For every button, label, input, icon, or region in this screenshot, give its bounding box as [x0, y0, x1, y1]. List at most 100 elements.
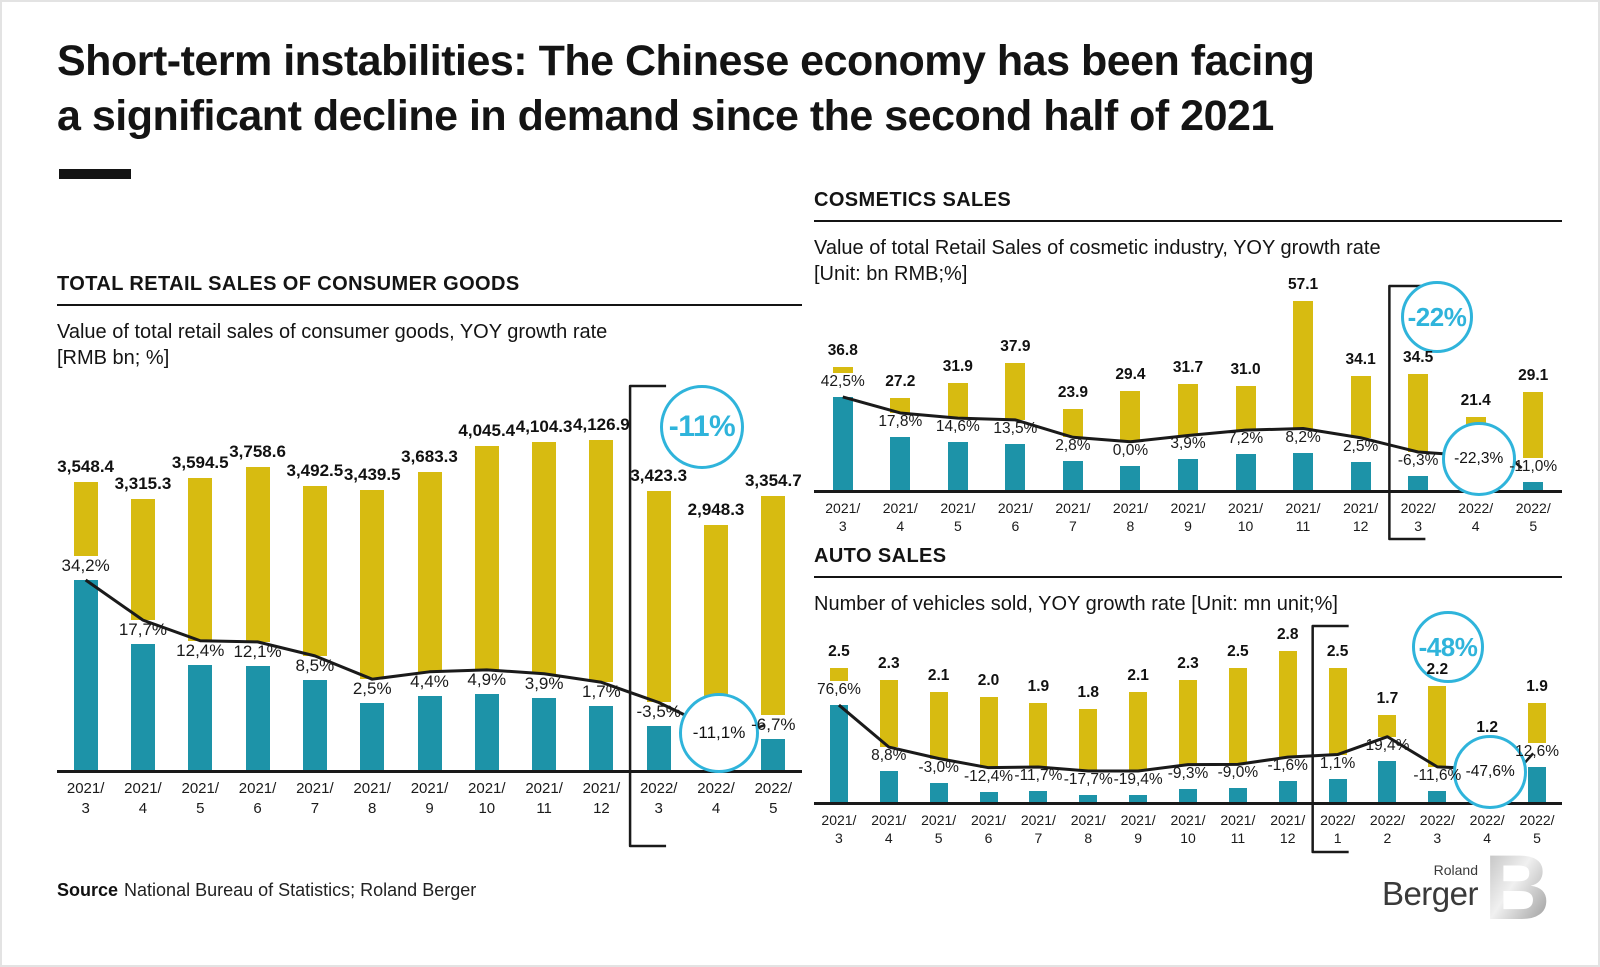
growth-bar [1062, 461, 1083, 490]
growth-bar [832, 396, 853, 490]
value-bar [1079, 709, 1098, 771]
growth-bar [1293, 452, 1314, 490]
growth-bar [1228, 788, 1247, 802]
x-tick-label: 2021/9 [410, 780, 449, 817]
value-label: 3,423.3 [630, 465, 688, 485]
auto-chart-subtitle: Number of vehicles sold, YOY growth rate… [814, 591, 1562, 617]
x-tick-label: 2021/12 [1270, 812, 1306, 847]
growth-label: -9,3% [1167, 764, 1209, 782]
auto-chart-plot: 2.5 76,6% 2021/3 2.3 8,8% 2021/4 2.1 -3,0% 2021/… [814, 611, 1562, 854]
growth-bar [879, 771, 898, 802]
cosmetics-chart-subtitle: Value of total Retail Sales of cosmetic … [814, 235, 1562, 288]
x-tick-label: 2021/5 [940, 500, 976, 535]
value-label: 3,439.5 [343, 464, 401, 484]
value-bar [890, 398, 911, 413]
annotation-circle: -22% [1401, 281, 1473, 353]
x-tick-label: 2021/6 [997, 500, 1033, 535]
growth-label: 76,6% [816, 681, 861, 699]
value-label: 2.1 [927, 666, 950, 684]
x-tick-label: 2022/1 [1320, 812, 1356, 847]
cosmetics-subtitle-text: Value of total Retail Sales of cosmetic … [814, 237, 1381, 259]
logo-berger: Berger [1381, 874, 1479, 912]
logo-b-mark-icon: B [1484, 837, 1550, 939]
cosmetics-header-rule [814, 220, 1562, 222]
value-label: 2.5 [1227, 643, 1249, 661]
growth-label: 8,8% [871, 747, 907, 765]
value-bar [1408, 374, 1429, 452]
x-tick-label: 2021/6 [971, 812, 1007, 847]
value-label: 2.3 [1177, 655, 1199, 673]
value-bar [1523, 392, 1544, 458]
value-bar [929, 691, 948, 759]
growth-bar [73, 580, 98, 770]
value-label: 2.0 [977, 672, 1000, 690]
value-bar [73, 481, 98, 557]
growth-label: 12,1% [233, 641, 282, 661]
x-tick-label: 2021/12 [1343, 500, 1379, 535]
cosmetics-section-header: COSMETICS SALES Value of total Retail Sa… [814, 189, 1562, 288]
x-tick-label: 2021/12 [582, 780, 621, 817]
x-tick-label: 2022/3 [1400, 500, 1436, 535]
source-label: Source [57, 880, 119, 900]
growth-label: -6,3% [1397, 452, 1439, 469]
value-bar [1328, 668, 1347, 755]
page-title-line2: a significant decline in demand since th… [57, 92, 1274, 141]
value-bar [1062, 408, 1083, 438]
value-label: 4,104.3 [515, 416, 573, 436]
growth-bar [1523, 482, 1544, 490]
x-tick-label: 2021/7 [296, 780, 334, 817]
growth-bar [1378, 760, 1397, 802]
growth-bar [646, 726, 671, 770]
trend-line [842, 395, 1476, 458]
x-tick-label: 2022/3 [639, 780, 678, 817]
value-label: 2.1 [1127, 666, 1149, 684]
growth-label: -3,0% [918, 758, 959, 776]
svg-text:B: B [1484, 837, 1550, 939]
value-bar [130, 498, 155, 621]
page-title-line1: Short-term instabilities: The Chinese ec… [57, 37, 1315, 85]
value-label: 1.9 [1027, 678, 1050, 696]
growth-bar [417, 695, 442, 770]
value-bar [589, 440, 614, 683]
value-label: 2.2 [1426, 660, 1449, 678]
growth-label: 2,5% [352, 679, 392, 699]
growth-bar [1079, 795, 1098, 802]
growth-label: -17,7% [1063, 771, 1113, 788]
retail-chart-plot: 3,548.4 34,2% 2021/3 3,315.3 17,7% 2021/4 3,59… [57, 384, 802, 848]
growth-bar [1179, 788, 1197, 802]
cosmetics-chart-plot: 36.8 42,5% 2021/3 27.2 17,8% 2021/4 31.9 14,6% 2… [814, 276, 1562, 541]
growth-bar [890, 436, 911, 490]
value-label: 2.3 [878, 655, 900, 673]
growth-label: 13,5% [993, 419, 1038, 437]
x-tick-label: 2022/5 [1515, 500, 1551, 535]
value-label: 34.5 [1403, 349, 1434, 367]
growth-bar [360, 703, 385, 770]
x-tick-label: 2022/4 [697, 780, 735, 817]
value-label: 37.9 [1000, 338, 1031, 356]
x-tick-label: 2021/10 [1228, 500, 1264, 535]
growth-bar [474, 693, 499, 770]
value-label: 2.5 [828, 643, 850, 661]
value-bar [474, 445, 499, 670]
value-label: 27.2 [885, 373, 916, 391]
growth-bar [829, 705, 848, 802]
growth-bar [1278, 781, 1297, 802]
value-bar [1350, 375, 1371, 438]
growth-label: 2,5% [1342, 437, 1379, 455]
auto-chart-title: AUTO SALES [814, 545, 947, 567]
x-tick-label: 2021/6 [238, 780, 277, 817]
period-bracket [628, 384, 667, 848]
value-bar [1293, 301, 1314, 429]
retail-unit-text: [RMB bn; %] [57, 347, 170, 370]
annotation-circle: -48% [1412, 611, 1484, 683]
circled-growth-label: -22,3% [1441, 422, 1516, 496]
value-bar [1528, 703, 1547, 744]
value-bar [1378, 714, 1397, 737]
growth-bar [1235, 454, 1256, 490]
growth-bar [1528, 767, 1547, 802]
growth-label: 12,6% [1515, 743, 1560, 761]
value-label: 3,492.5 [286, 460, 344, 480]
growth-label: 42,5% [820, 372, 865, 390]
value-label: 2.5 [1326, 643, 1349, 661]
